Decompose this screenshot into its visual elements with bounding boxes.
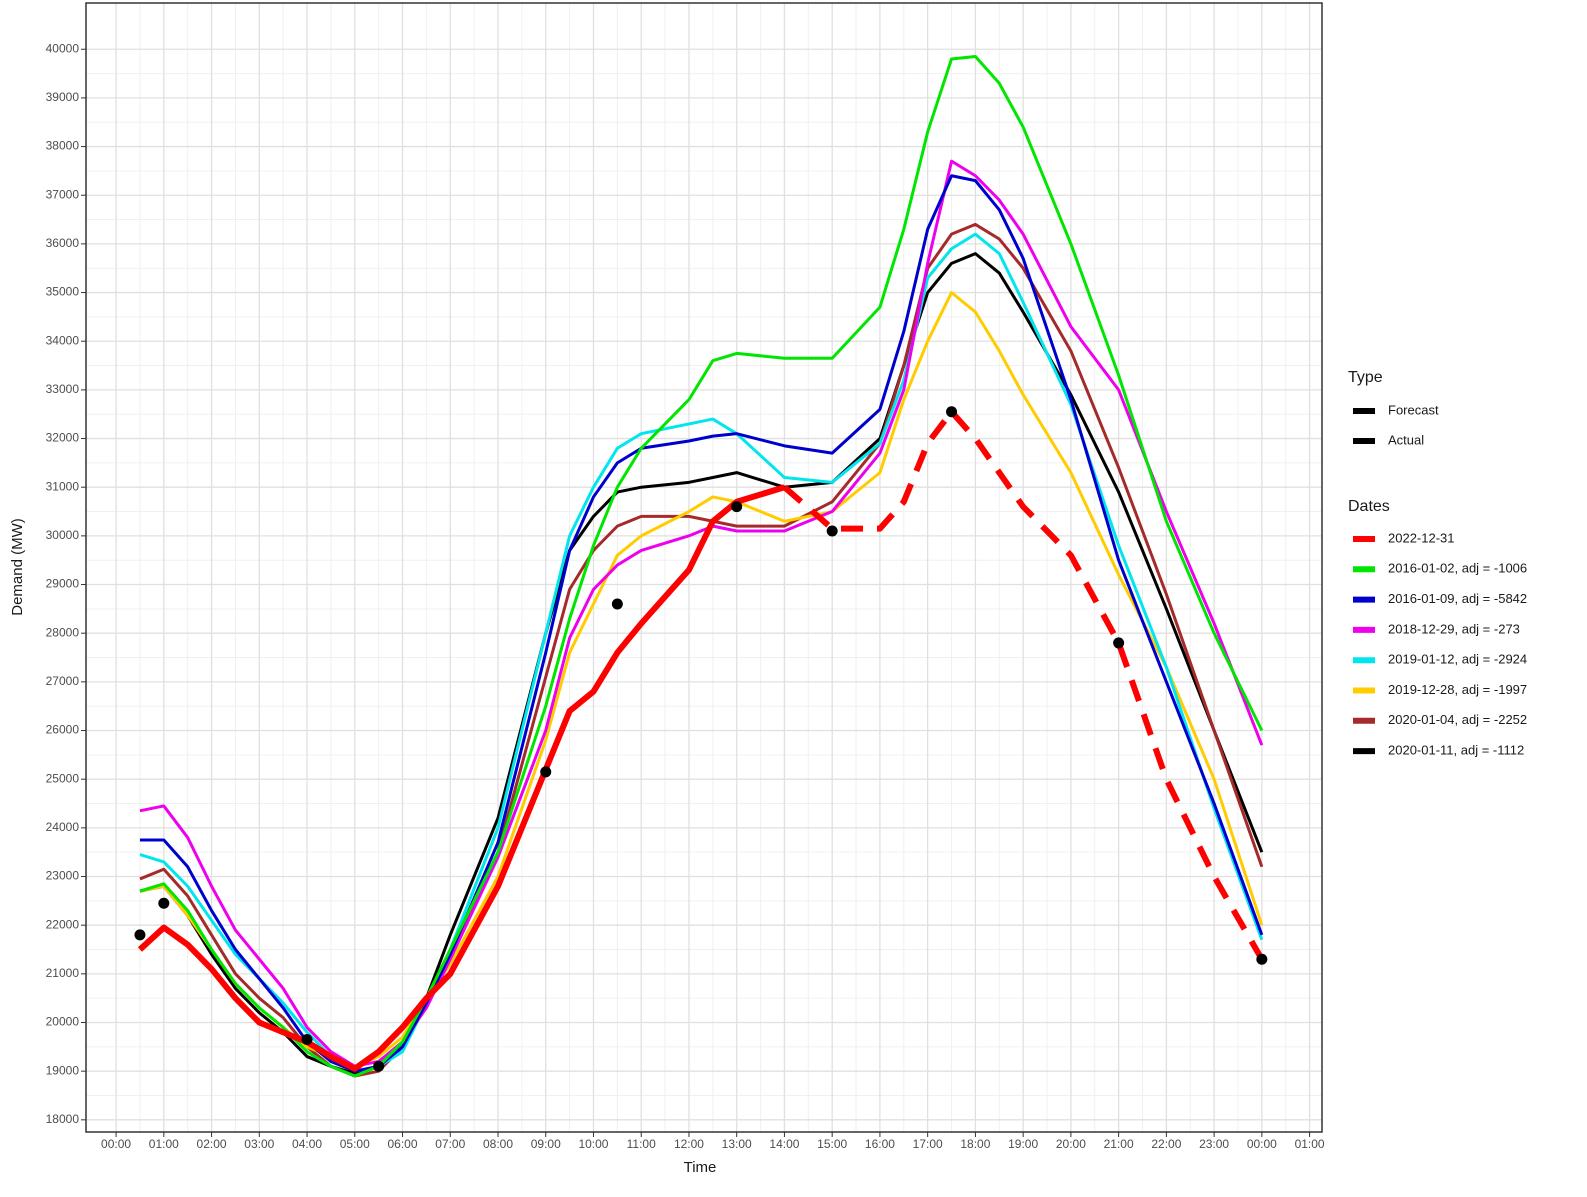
x-tick-label: 02:00 xyxy=(197,1137,227,1151)
x-tick-label: 21:00 xyxy=(1104,1137,1134,1151)
y-tick-label: 24000 xyxy=(46,820,80,834)
point xyxy=(134,929,146,941)
point xyxy=(301,1034,313,1046)
y-tick-label: 21000 xyxy=(46,966,80,980)
point xyxy=(1113,637,1125,649)
x-tick-label: 13:00 xyxy=(722,1137,752,1151)
legend-label: 2020-01-11, adj = -1112 xyxy=(1388,743,1524,758)
x-tick-label: 06:00 xyxy=(388,1137,418,1151)
y-tick-label: 22000 xyxy=(46,917,80,931)
y-tick-label: 25000 xyxy=(46,771,80,785)
y-tick-label: 36000 xyxy=(46,236,80,250)
y-tick-label: 39000 xyxy=(46,90,80,104)
x-tick-label: 17:00 xyxy=(913,1137,943,1151)
point xyxy=(731,501,743,513)
legend-label: 2019-12-28, adj = -1997 xyxy=(1388,682,1527,697)
series-line xyxy=(137,484,786,1072)
y-tick-label: 31000 xyxy=(46,479,80,493)
legend-label: 2020-01-04, adj = -2252 xyxy=(1388,712,1527,727)
x-tick-label: 23:00 xyxy=(1199,1137,1229,1151)
x-tick-label: 00:00 xyxy=(101,1137,131,1151)
legend-label: 2016-01-09, adj = -5842 xyxy=(1388,591,1527,606)
y-tick-label: 19000 xyxy=(46,1063,80,1077)
plot-panel xyxy=(86,3,1322,1132)
lines xyxy=(134,55,1268,1078)
x-tick-label: 11:00 xyxy=(627,1137,656,1151)
x-tick-label: 08:00 xyxy=(483,1137,513,1151)
legend-label: 2018-12-29, adj = -273 xyxy=(1388,621,1520,636)
x-tick-label: 04:00 xyxy=(292,1137,322,1151)
series-line xyxy=(139,55,1264,1078)
x-tick-label: 00:00 xyxy=(1247,1137,1277,1151)
x-axis-label: Time xyxy=(684,1159,717,1176)
x-tick-label: 16:00 xyxy=(865,1137,895,1151)
series-line xyxy=(139,174,1264,1073)
point xyxy=(540,766,552,778)
x-tick-label: 01:00 xyxy=(1295,1137,1325,1151)
x-tick-label: 03:00 xyxy=(244,1137,274,1151)
y-tick-label: 34000 xyxy=(46,333,80,347)
y-axis-label: Demand (MW) xyxy=(9,518,26,616)
series-line xyxy=(139,232,1264,1073)
point xyxy=(611,598,623,610)
y-tick-label: 28000 xyxy=(46,625,80,639)
x-tick-label: 10:00 xyxy=(578,1137,608,1151)
point xyxy=(826,525,838,537)
point xyxy=(373,1060,385,1072)
y-tick-label: 26000 xyxy=(46,723,80,737)
point xyxy=(1256,953,1268,965)
x-tick-label: 01:00 xyxy=(149,1137,179,1151)
y-tick-label: 40000 xyxy=(46,41,80,55)
y-tick-label: 35000 xyxy=(46,285,80,299)
x-tick-label: 18:00 xyxy=(960,1137,990,1151)
x-tick-label: 20:00 xyxy=(1056,1137,1086,1151)
legend-title: Type xyxy=(1348,369,1383,386)
y-tick-label: 33000 xyxy=(46,382,80,396)
y-tick-label: 29000 xyxy=(46,577,80,591)
x-tick-label: 09:00 xyxy=(531,1137,561,1151)
series-line xyxy=(139,222,1264,1078)
x-tick-label: 12:00 xyxy=(674,1137,704,1151)
y-tick-label: 23000 xyxy=(46,869,80,883)
series-line xyxy=(139,159,1264,1068)
point xyxy=(946,406,958,418)
plot-border xyxy=(85,2,1323,1133)
x-tick-label: 22:00 xyxy=(1151,1137,1181,1151)
y-tick-label: 27000 xyxy=(46,674,80,688)
x-tick-label: 05:00 xyxy=(340,1137,370,1151)
legend-label: Actual xyxy=(1388,432,1424,447)
x-tick-label: 15:00 xyxy=(817,1137,847,1151)
y-tick-label: 30000 xyxy=(46,528,80,542)
legend-label: 2022-12-31 xyxy=(1388,530,1455,545)
legend-label: 2016-01-02, adj = -1006 xyxy=(1388,561,1527,576)
legend-title: Dates xyxy=(1348,498,1390,515)
point xyxy=(158,897,170,909)
y-tick-label: 32000 xyxy=(46,431,80,445)
y-tick-label: 37000 xyxy=(46,187,80,201)
x-tick-label: 19:00 xyxy=(1008,1137,1038,1151)
legend-label: 2019-01-12, adj = -2924 xyxy=(1388,652,1527,667)
y-tick-label: 18000 xyxy=(46,1112,80,1126)
x-tick-label: 14:00 xyxy=(769,1137,799,1151)
x-tick-label: 07:00 xyxy=(435,1137,465,1151)
y-tick-label: 20000 xyxy=(46,1015,80,1029)
y-tick-label: 38000 xyxy=(46,139,80,153)
forecast-line xyxy=(782,408,1265,961)
legend-label: Forecast xyxy=(1388,402,1439,417)
